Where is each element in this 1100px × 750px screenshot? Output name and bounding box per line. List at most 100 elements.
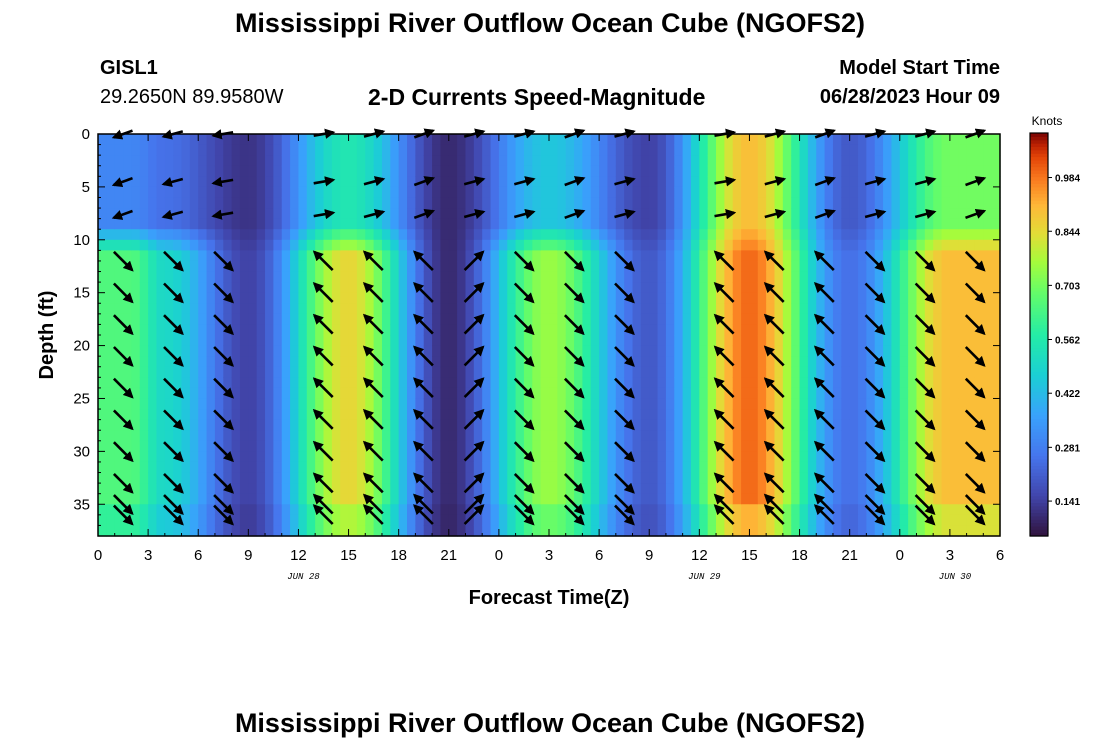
heatmap-cell xyxy=(933,239,943,251)
heatmap-cell xyxy=(933,134,943,146)
heatmap-cell xyxy=(849,430,859,442)
heatmap-cell xyxy=(774,335,784,347)
heatmap-cell xyxy=(891,324,901,336)
current-arrow xyxy=(964,282,986,304)
heatmap-cell xyxy=(181,250,191,262)
heatmap-cell xyxy=(423,144,433,156)
heatmap-cell xyxy=(757,398,767,410)
heatmap-cell xyxy=(924,525,934,537)
heatmap-cell xyxy=(139,525,149,537)
heatmap-cell xyxy=(265,366,274,378)
heatmap-cell xyxy=(799,387,809,400)
heatmap-cell xyxy=(974,144,984,156)
heatmap-cell xyxy=(256,218,266,230)
heatmap-cell xyxy=(214,483,224,495)
current-arrow xyxy=(312,345,334,367)
heatmap-cell xyxy=(106,155,116,167)
heatmap-cell xyxy=(899,282,909,294)
heatmap-cell xyxy=(139,208,149,220)
heatmap-cell xyxy=(390,461,400,474)
current-arrow xyxy=(112,409,134,431)
heatmap-cell xyxy=(373,239,383,251)
y-tick-label: 30 xyxy=(73,443,90,460)
heatmap-cell xyxy=(214,260,224,273)
heatmap-cell xyxy=(498,229,508,241)
heatmap-cell xyxy=(540,260,550,273)
heatmap-cell xyxy=(941,218,951,230)
heatmap-cell xyxy=(582,472,592,484)
heatmap-cell xyxy=(532,239,542,251)
heatmap-cell xyxy=(373,366,383,378)
colorbar-segment xyxy=(1030,190,1048,195)
heatmap-cell xyxy=(599,419,609,431)
heatmap-cell xyxy=(699,398,709,410)
heatmap-cell xyxy=(657,271,667,283)
heatmap-cell xyxy=(440,335,450,347)
heatmap-cell xyxy=(991,398,1001,410)
heatmap-cell xyxy=(674,377,684,389)
heatmap-cell xyxy=(398,155,408,167)
heatmap-cell xyxy=(281,504,291,516)
heatmap-cell xyxy=(198,525,208,537)
heatmap-cell xyxy=(390,282,400,294)
colorbar-segment xyxy=(1030,458,1048,463)
heatmap-cell xyxy=(498,493,508,505)
heatmap-cell xyxy=(323,144,333,156)
heatmap-cell xyxy=(281,303,291,315)
heatmap-cell xyxy=(423,345,433,357)
heatmap-cell xyxy=(131,472,141,484)
current-arrow xyxy=(964,409,986,431)
heatmap-cell xyxy=(858,377,867,389)
heatmap-cell xyxy=(816,430,826,442)
heatmap-cell xyxy=(423,493,433,505)
heatmap-cell xyxy=(256,461,266,474)
heatmap-cell xyxy=(315,356,325,368)
heatmap-cell xyxy=(749,483,759,495)
heatmap-cell xyxy=(532,514,542,527)
heatmap-cell xyxy=(381,472,391,484)
heatmap-cell xyxy=(198,144,208,156)
colorbar-segment xyxy=(1030,441,1048,446)
heatmap-cell xyxy=(106,483,116,495)
heatmap-cell xyxy=(941,197,951,209)
heatmap-cell xyxy=(356,483,366,495)
heatmap-cell xyxy=(949,493,959,505)
heatmap-cell xyxy=(782,451,792,463)
heatmap-cell xyxy=(181,208,191,220)
heatmap-cell xyxy=(231,186,241,199)
heatmap-cell xyxy=(306,239,316,251)
heatmap-cell xyxy=(874,440,884,452)
heatmap-cell xyxy=(256,186,266,199)
heatmap-cell xyxy=(924,313,934,326)
heatmap-cell xyxy=(590,483,600,495)
heatmap-cell xyxy=(749,324,759,336)
heatmap-cell xyxy=(490,303,500,315)
heatmap-cell xyxy=(866,144,876,156)
heatmap-cell xyxy=(891,514,901,527)
heatmap-cell xyxy=(181,419,191,431)
current-arrow xyxy=(463,504,485,525)
heatmap-cell xyxy=(390,292,400,304)
heatmap-cell xyxy=(599,303,609,315)
heatmap-cell xyxy=(849,250,859,262)
heatmap-cell xyxy=(523,525,533,537)
heatmap-cell xyxy=(265,398,274,410)
heatmap-cell xyxy=(381,313,391,326)
heatmap-cell xyxy=(131,409,141,421)
heatmap-cell xyxy=(649,260,659,273)
heatmap-cell xyxy=(340,377,350,389)
heatmap-cell xyxy=(724,250,734,262)
heatmap-cell xyxy=(707,356,717,368)
heatmap-cell xyxy=(665,461,675,474)
heatmap-cell xyxy=(649,144,659,156)
heatmap-cell xyxy=(791,345,801,357)
heatmap-cell xyxy=(164,144,174,156)
heatmap-cell xyxy=(607,229,617,241)
heatmap-cell xyxy=(757,134,767,146)
colorbar-segment xyxy=(1030,374,1048,379)
heatmap-cell xyxy=(423,430,433,442)
heatmap-cell xyxy=(874,165,884,177)
heatmap-cell xyxy=(298,451,308,463)
heatmap-cell xyxy=(707,440,717,452)
heatmap-cell xyxy=(849,345,859,357)
